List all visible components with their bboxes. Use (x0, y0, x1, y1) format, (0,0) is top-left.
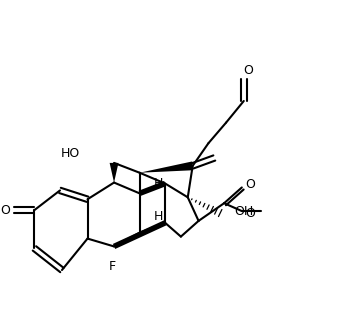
Text: H: H (153, 210, 163, 224)
Text: O: O (0, 203, 10, 217)
Text: H: H (153, 177, 163, 190)
Text: HO: HO (61, 147, 80, 160)
Polygon shape (110, 163, 118, 182)
Polygon shape (139, 161, 193, 173)
Text: OH: OH (234, 204, 253, 218)
Text: O: O (243, 64, 253, 77)
Text: O: O (246, 207, 256, 219)
Text: F: F (109, 260, 116, 273)
Text: O: O (246, 178, 256, 191)
